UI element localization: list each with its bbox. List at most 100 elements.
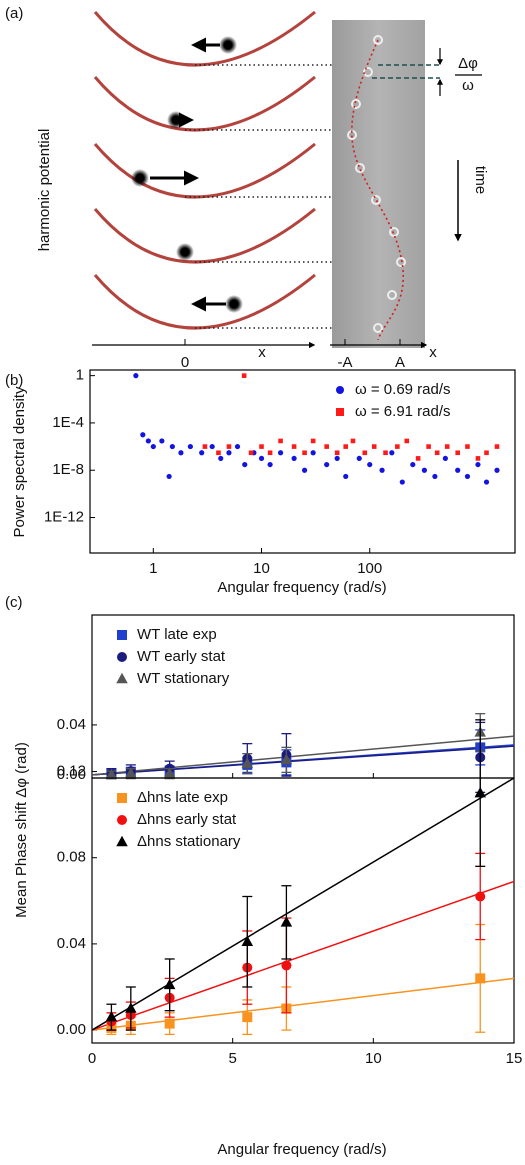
fit-line — [91, 777, 515, 1031]
legend-label: Δhns early stat — [137, 811, 237, 828]
point — [484, 450, 489, 456]
point — [281, 960, 292, 971]
legend-marker — [117, 793, 127, 803]
plot-frame — [89, 369, 516, 554]
panel-label: (a) — [5, 5, 23, 22]
legend-marker — [336, 386, 344, 394]
point — [442, 455, 448, 462]
point — [166, 473, 172, 480]
point — [410, 461, 416, 468]
point — [291, 455, 297, 462]
y-tick-label: 0.04 — [57, 935, 86, 952]
point — [475, 973, 486, 984]
point — [475, 891, 486, 902]
point — [324, 444, 329, 449]
legend-marker — [117, 652, 127, 662]
parabola — [93, 75, 316, 132]
point — [343, 473, 349, 480]
point — [209, 443, 215, 450]
point — [324, 461, 330, 468]
point — [267, 450, 273, 456]
legend-label: WT late exp — [137, 626, 217, 643]
point — [432, 473, 438, 480]
point — [133, 373, 139, 379]
y-tick-label: 0.04 — [57, 716, 86, 733]
x-tick-label: 15 — [506, 1050, 523, 1067]
point — [383, 450, 388, 456]
fit-line — [91, 745, 515, 776]
y-label: harmonic potential — [36, 129, 53, 252]
point — [455, 450, 461, 456]
time-label: time — [472, 166, 489, 194]
point — [310, 438, 316, 444]
point — [343, 444, 349, 449]
point — [277, 450, 284, 456]
point — [389, 450, 395, 456]
point — [302, 450, 307, 456]
point — [145, 438, 151, 444]
point — [455, 467, 461, 473]
point — [234, 443, 241, 450]
point — [199, 450, 205, 456]
point — [218, 455, 224, 462]
point — [291, 444, 297, 449]
point — [379, 467, 385, 473]
panel-label: (c) — [5, 594, 23, 611]
point — [258, 455, 265, 462]
plot-frame — [91, 777, 515, 1044]
x-tick-label: 10 — [253, 560, 270, 577]
y-tick-label: 0.08 — [57, 849, 86, 866]
y-axis-label: Power spectral density — [11, 386, 28, 537]
point — [356, 455, 362, 462]
panel-label: (b) — [5, 372, 23, 389]
point — [163, 767, 176, 778]
point — [434, 450, 440, 456]
phase-denominator: ω — [462, 77, 474, 94]
point — [105, 1010, 118, 1022]
point — [475, 461, 481, 468]
y-tick-label: 1E-12 — [44, 508, 84, 525]
point — [164, 1018, 175, 1029]
point — [475, 456, 481, 461]
parabola — [93, 10, 316, 67]
axis-label: x — [429, 344, 437, 361]
point — [241, 935, 254, 946]
legend-marker — [117, 815, 127, 825]
ball — [219, 36, 237, 54]
point — [248, 450, 254, 456]
x-tick-label: 100 — [357, 560, 382, 577]
point — [163, 978, 176, 990]
legend-label: WT early stat — [137, 648, 226, 665]
point — [159, 438, 165, 444]
y-tick-label: 0.00 — [57, 1021, 86, 1038]
y-tick-label: 0.12 — [57, 763, 86, 780]
point — [150, 443, 156, 450]
ball — [131, 169, 149, 187]
fit-line — [91, 880, 515, 1031]
point — [267, 461, 273, 468]
point — [334, 455, 340, 462]
point — [125, 767, 137, 778]
y-tick-label: 0.00 — [57, 766, 86, 783]
point — [125, 1002, 137, 1013]
parabola — [93, 207, 316, 264]
point — [280, 753, 293, 765]
x-tick-label: 10 — [365, 1050, 382, 1067]
point — [202, 444, 208, 449]
point — [242, 461, 248, 468]
axis-label: A — [395, 354, 405, 371]
axis-label: 0 — [181, 354, 189, 371]
trajectory — [351, 39, 405, 341]
point — [404, 438, 410, 444]
legend-marker — [116, 835, 128, 847]
point — [216, 450, 221, 456]
legend-label: Δhns stationary — [137, 833, 241, 850]
point — [140, 432, 146, 438]
point — [241, 373, 247, 378]
parabola — [93, 273, 316, 330]
y-axis-label: Mean Phase shift Δφ (rad) — [13, 742, 30, 918]
point — [464, 473, 471, 480]
point — [187, 443, 193, 450]
point — [421, 467, 427, 473]
panel-a: (a) harmonic potential Δφ ω time 0 x -A … — [5, 5, 489, 371]
